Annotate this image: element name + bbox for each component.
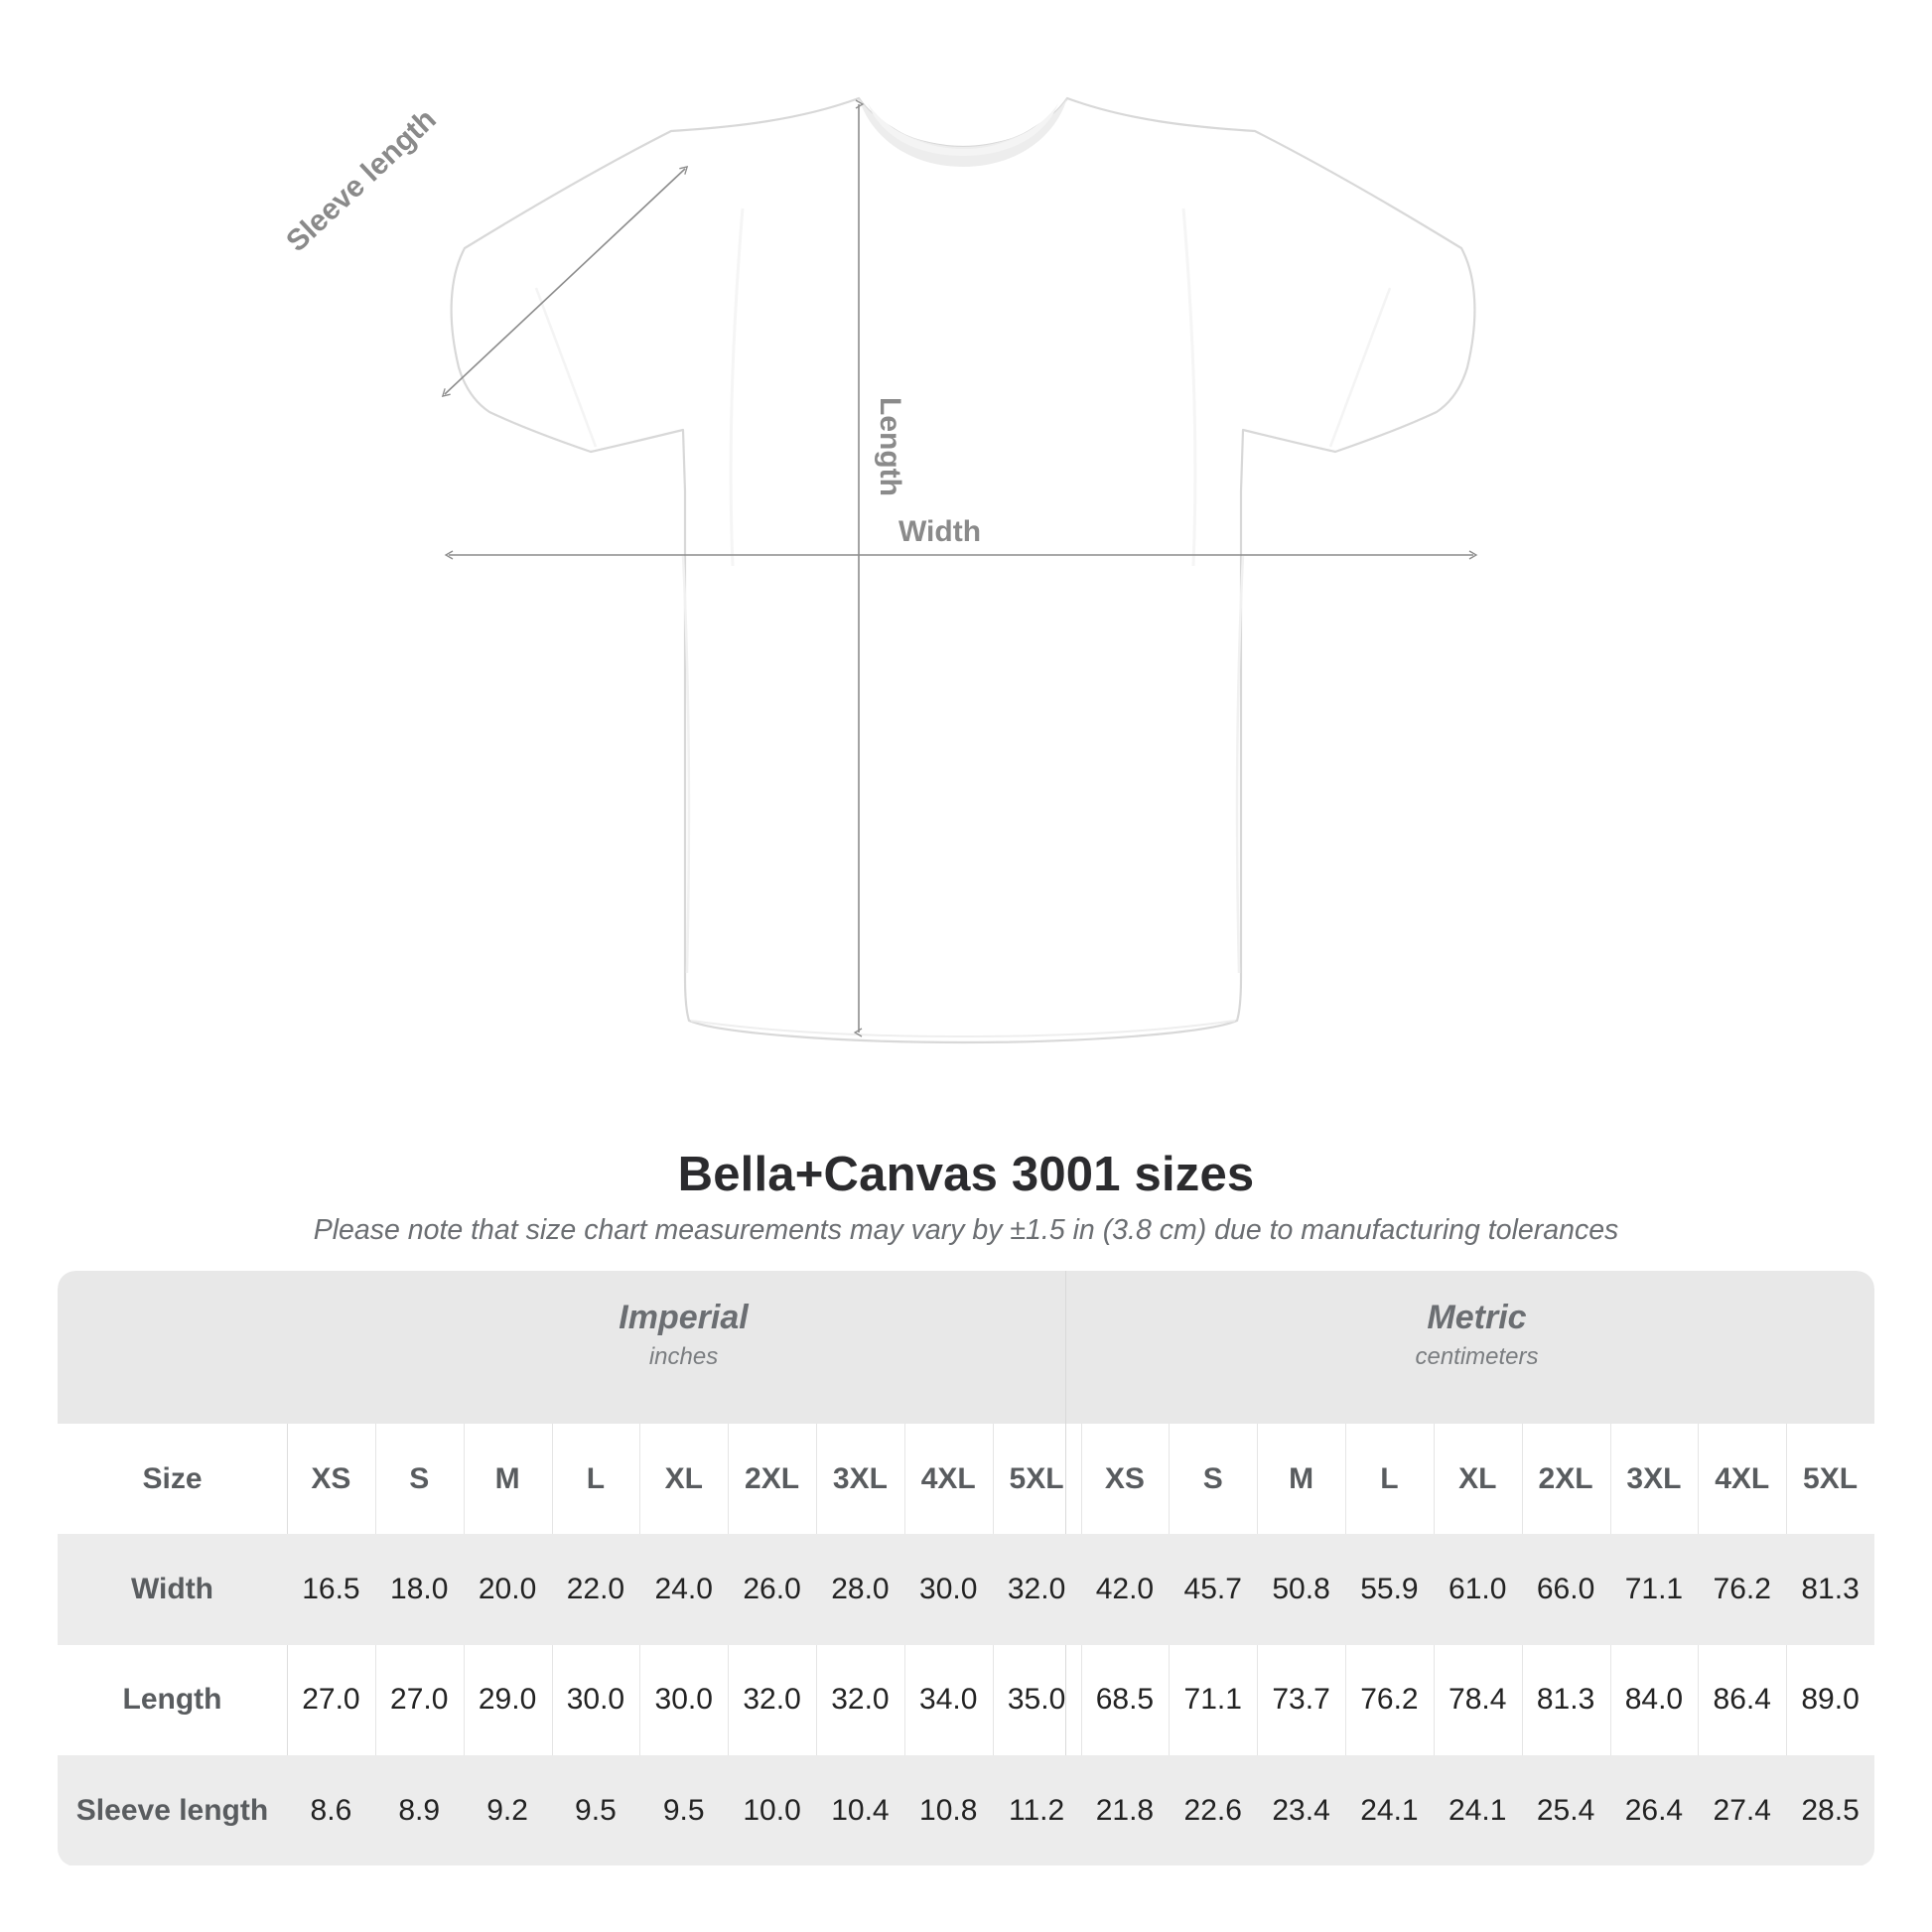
svg-text:Sleeve length: Sleeve length [280,103,443,258]
svg-text:Width: Width [898,515,981,548]
svg-text:Length: Length [874,397,906,496]
